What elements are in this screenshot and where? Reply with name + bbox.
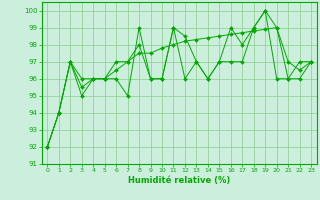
X-axis label: Humidité relative (%): Humidité relative (%) [128, 176, 230, 185]
